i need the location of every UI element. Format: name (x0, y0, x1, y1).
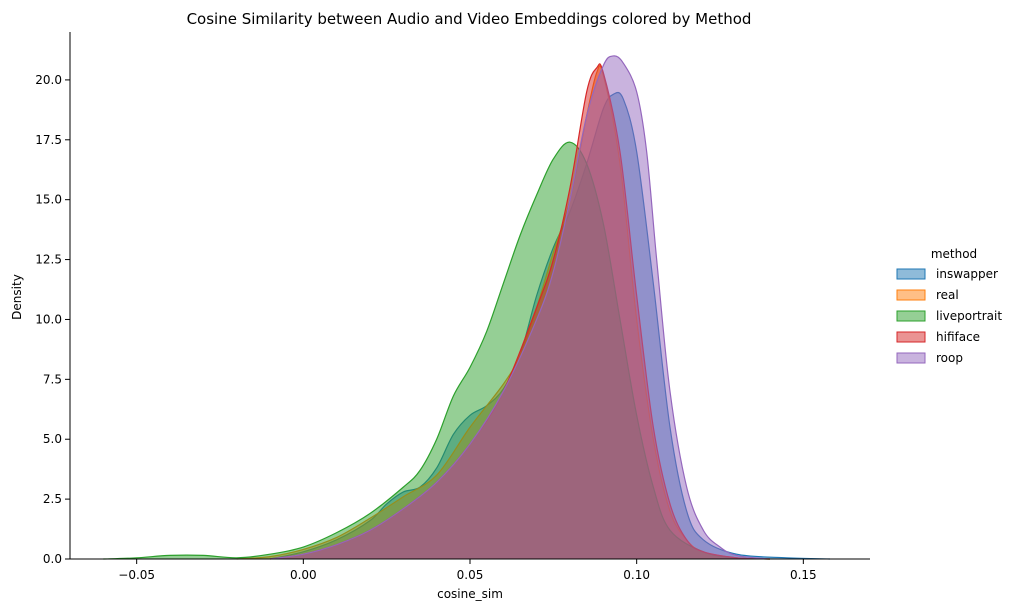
y-tick-label: 0.0 (43, 552, 62, 566)
legend: method inswapper real liveportrait hififace… (896, 247, 1002, 365)
y-tick-label: 7.5 (43, 372, 62, 386)
x-axis-label: cosine_sim (437, 587, 503, 601)
x-tick-label: 0.00 (290, 568, 317, 582)
y-tick-label: 10.0 (35, 312, 62, 326)
plot-area (103, 55, 831, 560)
y-tick-label: 20.0 (35, 73, 62, 87)
legend-swatch-hififace (896, 331, 926, 343)
y-tick-label: 15.0 (35, 193, 62, 207)
chart-title: Cosine Similarity between Audio and Vide… (187, 10, 752, 28)
y-axis-label: Density (10, 274, 24, 320)
density-line-roop (269, 55, 771, 560)
y-tick-label: 5.0 (43, 432, 62, 446)
x-tick-label: 0.05 (457, 568, 484, 582)
legend-label-hififace: hififace (936, 330, 980, 344)
y-ticks: 0.0 2.5 5.0 7.5 10.0 12.5 15.0 17.5 20.0 (35, 73, 70, 566)
x-ticks: −0.05 0.00 0.05 0.10 0.15 (118, 559, 817, 582)
legend-label-liveportrait: liveportrait (936, 309, 1002, 323)
x-tick-label: 0.10 (623, 568, 650, 582)
legend-label-real: real (936, 288, 959, 302)
legend-swatch-real (896, 289, 926, 301)
y-tick-label: 12.5 (35, 253, 62, 267)
legend-label-inswapper: inswapper (936, 267, 998, 281)
legend-swatch-roop (896, 352, 926, 364)
legend-label-roop: roop (936, 351, 963, 365)
legend-title: method (931, 247, 977, 261)
y-tick-label: 17.5 (35, 133, 62, 147)
legend-swatch-inswapper (896, 268, 926, 280)
density-area-roop (270, 55, 770, 560)
y-tick-label: 2.5 (43, 492, 62, 506)
x-tick-label: 0.15 (790, 568, 817, 582)
legend-swatch-liveportrait (896, 310, 926, 322)
x-tick-label: −0.05 (118, 568, 155, 582)
